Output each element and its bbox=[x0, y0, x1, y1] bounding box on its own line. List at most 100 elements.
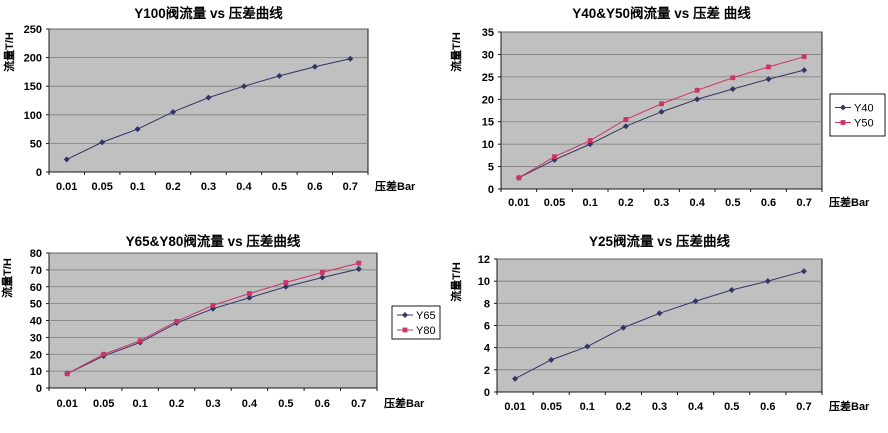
x-axis: 0.01 0.05 0.1 0.2 0.3 0.4 0.5 0.6 0.7 bbox=[48, 172, 369, 193]
chart-y25: 0 2 4 6 8 10 12 0.01 0.05 0.1 0.2 0.3 0.4 0.5 0.6 0.7 压差… bbox=[444, 220, 888, 433]
y-axis-label: 流量T/H bbox=[2, 32, 16, 72]
chart-canvas: 0 2 4 6 8 10 12 0.01 0.05 0.1 0.2 0.3 0.4 0.5 0.6 0.7 压差… bbox=[449, 233, 870, 413]
y-tick-label: 100 bbox=[24, 110, 42, 122]
x-tick-label: 0.4 bbox=[690, 197, 706, 209]
chart-canvas: 0 10 20 30 40 50 60 70 80 0.01 0.05 0.1 0.2 0.3 0.4 0.5… bbox=[0, 233, 441, 410]
x-tick-label: 0.4 bbox=[688, 401, 704, 413]
y-tick-label: 25 bbox=[482, 72, 494, 84]
x-tick-label: 0.05 bbox=[544, 197, 565, 209]
x-axis-label: 压差Bar bbox=[829, 195, 870, 209]
chart-title: Y25阀流量 vs 压差曲线 bbox=[589, 233, 731, 249]
y-axis-label: 流量T/H bbox=[0, 258, 14, 298]
x-axis: 0.01 0.05 0.1 0.2 0.3 0.4 0.5 0.6 0.7 bbox=[496, 392, 823, 413]
legend-label: Y80 bbox=[416, 325, 436, 337]
x-axis: 0.01 0.05 0.1 0.2 0.3 0.4 0.5 0.6 0.7 bbox=[48, 388, 378, 410]
y-tick-label: 200 bbox=[24, 53, 42, 65]
series-y80 bbox=[64, 260, 362, 377]
x-tick-label: 0.1 bbox=[583, 197, 598, 209]
y-tick-label: 50 bbox=[30, 138, 42, 150]
y-axis-label: 流量T/H bbox=[449, 262, 463, 302]
x-tick-label: 0.6 bbox=[315, 398, 330, 410]
x-tick-label: 0.5 bbox=[278, 398, 293, 410]
x-tick-label: 0.01 bbox=[56, 181, 77, 193]
y-tick-label: 60 bbox=[30, 282, 42, 294]
y-tick-label: 0 bbox=[36, 167, 42, 179]
y-tick-label: 10 bbox=[478, 276, 490, 288]
x-tick-label: 0.5 bbox=[725, 197, 740, 209]
y-tick-label: 20 bbox=[482, 94, 494, 106]
y-tick-label: 0 bbox=[488, 184, 494, 196]
y-axis-label: 流量T/H bbox=[449, 32, 463, 72]
x-tick-label: 0.01 bbox=[57, 398, 78, 410]
x-axis-label: 压差Bar bbox=[384, 396, 425, 410]
y-tick-label: 50 bbox=[30, 299, 42, 311]
y-tick-label: 10 bbox=[482, 139, 494, 151]
y-tick-label: 8 bbox=[484, 298, 490, 310]
x-tick-label: 0.6 bbox=[761, 197, 776, 209]
series-y25 bbox=[512, 268, 807, 382]
y-tick-label: 30 bbox=[482, 49, 494, 61]
y-tick-label: 80 bbox=[30, 248, 42, 260]
gridlines bbox=[501, 31, 822, 167]
x-tick-label: 0.1 bbox=[580, 401, 595, 413]
gridlines bbox=[497, 258, 822, 371]
y-axis: 0 50 100 150 200 250 bbox=[24, 24, 49, 179]
chart-y65-y80: 0 10 20 30 40 50 60 70 80 0.01 0.05 0.1 0.2 0.3 0.4 0.5… bbox=[0, 220, 444, 433]
y-tick-label: 15 bbox=[482, 117, 494, 129]
y-tick-label: 250 bbox=[24, 24, 42, 36]
x-axis-label: 压差Bar bbox=[829, 399, 870, 413]
y-axis: 0 10 20 30 40 50 60 70 80 bbox=[30, 248, 49, 395]
x-tick-label: 0.2 bbox=[165, 181, 180, 193]
x-tick-label: 0.7 bbox=[797, 197, 812, 209]
x-tick-label: 0.01 bbox=[508, 197, 529, 209]
chart-y40-y50: 0 5 10 15 20 25 30 35 0.01 0.05 0.1 0.2 0.3 0.4 0.5 0.6… bbox=[444, 0, 888, 218]
chart-title: Y65&Y80阀流量 vs 压差曲线 bbox=[126, 233, 301, 249]
x-tick-label: 0.5 bbox=[272, 181, 287, 193]
x-tick-label: 0.5 bbox=[724, 401, 739, 413]
y-tick-label: 12 bbox=[478, 254, 490, 266]
legend-label: Y40 bbox=[854, 103, 874, 115]
x-tick-label: 0.05 bbox=[91, 181, 112, 193]
x-tick-label: 0.4 bbox=[242, 398, 258, 410]
y-tick-label: 20 bbox=[30, 349, 42, 361]
y-tick-label: 6 bbox=[484, 321, 490, 333]
x-axis-label: 压差Bar bbox=[375, 179, 416, 193]
y-tick-label: 70 bbox=[30, 265, 42, 277]
y-tick-label: 35 bbox=[482, 27, 494, 39]
x-tick-label: 0.6 bbox=[307, 181, 322, 193]
x-tick-label: 0.7 bbox=[796, 401, 811, 413]
x-tick-label: 0.2 bbox=[616, 401, 631, 413]
y-tick-label: 5 bbox=[488, 162, 494, 174]
x-tick-label: 0.1 bbox=[130, 181, 145, 193]
y-tick-label: 10 bbox=[30, 366, 42, 378]
x-tick-label: 0.2 bbox=[169, 398, 184, 410]
x-axis: 0.01 0.05 0.1 0.2 0.3 0.4 0.5 0.6 0.7 bbox=[500, 189, 823, 209]
x-tick-label: 0.3 bbox=[654, 197, 669, 209]
y-tick-label: 30 bbox=[30, 332, 42, 344]
x-tick-label: 0.7 bbox=[343, 181, 358, 193]
x-tick-label: 0.3 bbox=[205, 398, 220, 410]
x-tick-label: 0.01 bbox=[504, 401, 525, 413]
y-tick-label: 0 bbox=[36, 383, 42, 395]
x-tick-label: 0.1 bbox=[132, 398, 147, 410]
legend-label: Y65 bbox=[416, 310, 436, 322]
y-tick-label: 0 bbox=[484, 387, 490, 399]
chart-y100: 0 50 100 150 200 250 0.01 0.05 0.1 0.2 0.3 0.4 0.5 0.… bbox=[0, 0, 444, 218]
chart-title: Y40&Y50阀流量 vs 压差 曲线 bbox=[572, 5, 751, 21]
x-tick-label: 0.05 bbox=[93, 398, 114, 410]
series-y50 bbox=[516, 54, 807, 181]
x-tick-label: 0.3 bbox=[201, 181, 216, 193]
y-tick-label: 2 bbox=[484, 365, 490, 377]
legend-label: Y50 bbox=[854, 118, 874, 130]
series-y100 bbox=[63, 55, 354, 163]
y-tick-label: 40 bbox=[30, 316, 42, 328]
x-tick-label: 0.3 bbox=[652, 401, 667, 413]
y-tick-label: 150 bbox=[24, 81, 42, 93]
chart-title: Y100阀流量 vs 压差曲线 bbox=[134, 5, 283, 21]
x-tick-label: 0.6 bbox=[760, 401, 775, 413]
y-axis: 0 2 4 6 8 10 12 bbox=[478, 254, 497, 399]
